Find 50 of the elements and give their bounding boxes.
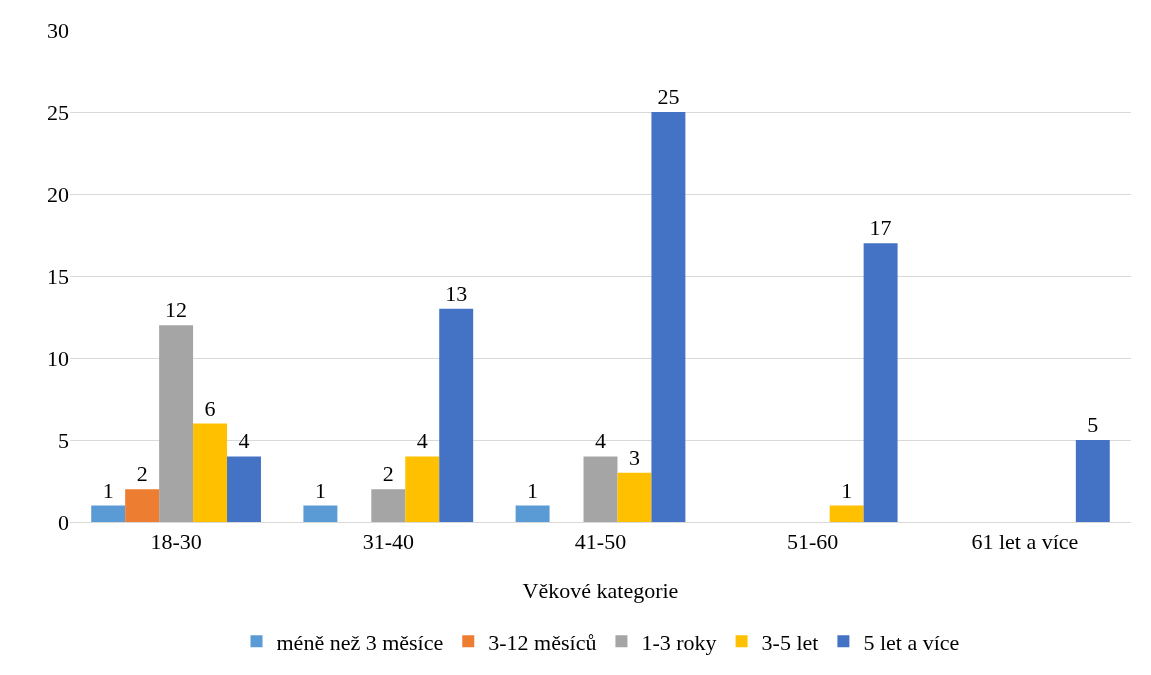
bar bbox=[125, 489, 160, 522]
bar bbox=[651, 112, 686, 522]
data-label: 17 bbox=[869, 215, 892, 241]
x-axis-title: Věkové kategorie bbox=[522, 578, 679, 603]
data-label: 5 bbox=[1087, 412, 1099, 437]
legend-label: 1-3 roky bbox=[641, 629, 717, 655]
x-tick-label: 31-40 bbox=[362, 529, 414, 555]
y-tick-label: 25 bbox=[47, 99, 69, 125]
y-tick-label: 10 bbox=[47, 345, 69, 371]
data-label: 4 bbox=[595, 428, 606, 454]
bar bbox=[829, 505, 864, 522]
data-label: 1 bbox=[314, 477, 326, 503]
data-label: 3 bbox=[628, 444, 640, 470]
bar bbox=[1075, 440, 1110, 522]
data-label: 4 bbox=[416, 428, 428, 454]
data-label: 1 bbox=[102, 477, 114, 503]
bar bbox=[583, 456, 618, 522]
data-label: 6 bbox=[204, 395, 216, 421]
data-label: 12 bbox=[165, 297, 188, 323]
bar bbox=[303, 505, 338, 522]
legend-label: 5 let a více bbox=[863, 629, 960, 655]
bar bbox=[91, 505, 126, 522]
data-label: 13 bbox=[445, 280, 468, 306]
bar bbox=[617, 472, 652, 522]
bar bbox=[863, 243, 898, 522]
legend-label: méně než 3 měsíce bbox=[276, 629, 444, 655]
x-tick-label: 18-30 bbox=[150, 529, 202, 555]
legend-label: 3-5 let bbox=[761, 629, 819, 655]
data-label: 2 bbox=[136, 461, 148, 487]
data-label: 2 bbox=[382, 461, 394, 487]
bar bbox=[439, 308, 474, 522]
x-tick-label: 61 let a více bbox=[971, 529, 1079, 555]
x-tick-label: 41-50 bbox=[574, 529, 627, 555]
bar bbox=[227, 456, 261, 522]
bar bbox=[159, 325, 194, 522]
legend-label: 3-12 měsíců bbox=[488, 629, 597, 655]
y-tick-label: 15 bbox=[47, 263, 69, 289]
bar bbox=[515, 505, 550, 522]
y-tick-label: 5 bbox=[58, 427, 69, 453]
data-label: 4 bbox=[238, 428, 250, 454]
data-label: 1 bbox=[527, 477, 539, 503]
y-tick-label: 0 bbox=[58, 509, 69, 535]
x-tick-label: 51-60 bbox=[787, 529, 839, 555]
y-tick-label: 20 bbox=[47, 181, 69, 207]
data-label: 1 bbox=[841, 477, 853, 503]
bar bbox=[193, 423, 228, 522]
bar bbox=[371, 489, 406, 522]
y-tick-label: 30 bbox=[47, 17, 69, 43]
bar bbox=[405, 456, 440, 522]
data-label: 25 bbox=[657, 84, 680, 109]
